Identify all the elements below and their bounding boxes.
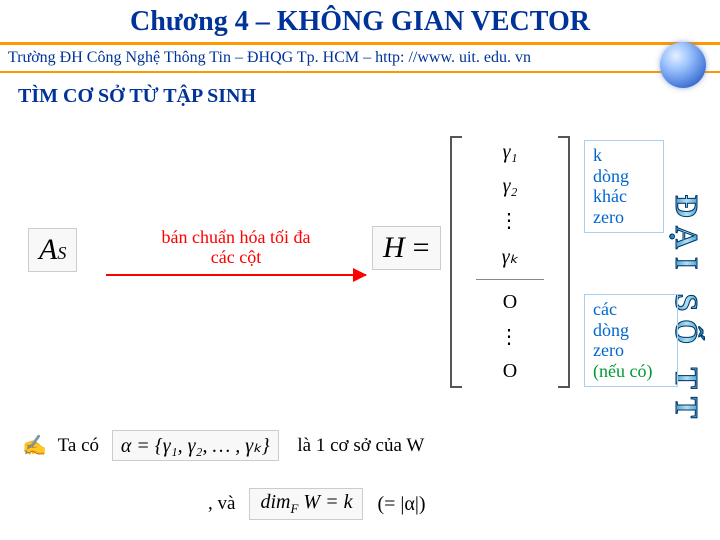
conclusion-row: ✍ Ta có α = {γ₁, γ₂, … , γₖ} là 1 cơ sở … [22, 430, 662, 461]
note-line: dòng [593, 166, 629, 186]
matrix-row: ⋮ [499, 324, 521, 349]
note-line: zero [593, 340, 624, 360]
content-area: AS bán chuẩn hóa tối đa các cột H = γ₁ γ… [8, 108, 668, 538]
as-base: A [39, 233, 57, 267]
matrix-body: γ₁ γ₂ ⋮ γₖ O ⋮ O [462, 136, 558, 388]
as-matrix-symbol: AS [28, 228, 77, 272]
note-line: khác [593, 186, 627, 206]
hand-icon: ✍ [22, 433, 47, 458]
section-heading: TÌM CƠ SỞ TỪ TẬP SINH [18, 85, 720, 108]
matrix-row: γ₁ [503, 141, 518, 164]
as-sub: S [57, 243, 66, 264]
slide-title: Chương 4 – KHÔNG GIAN VECTOR [0, 0, 720, 45]
arrow-label-line2: các cột [211, 247, 261, 267]
and-label: , và [208, 493, 235, 515]
matrix-row: γₖ [502, 244, 518, 269]
arrow-label: bán chuẩn hóa tối đa các cột [106, 228, 366, 268]
note-line: dòng [593, 320, 629, 340]
dim-expression: dimF W = k [249, 488, 363, 520]
matrix-row: O [503, 291, 517, 314]
subtitle-bar: Trường ĐH Công Nghệ Thông Tin – ĐHQG Tp.… [0, 45, 720, 73]
arrow-label-line1: bán chuẩn hóa tối đa [162, 227, 311, 247]
note-line: k [593, 145, 602, 165]
transform-arrow: bán chuẩn hóa tối đa các cột [106, 228, 366, 276]
h-matrix: γ₁ γ₂ ⋮ γₖ O ⋮ O [450, 136, 570, 388]
note-line: zero [593, 207, 624, 227]
slide-root: Chương 4 – KHÔNG GIAN VECTOR Trường ĐH C… [0, 0, 720, 540]
matrix-row: ⋮ [499, 208, 521, 233]
globe-icon [660, 42, 706, 88]
h-symbol: H [383, 231, 405, 265]
note-line: các [593, 299, 617, 319]
bracket-left-icon [450, 136, 462, 388]
basis-text: là 1 cơ sở của W [297, 435, 424, 457]
arrow-line-icon [106, 274, 366, 276]
note-line: (nếu có) [593, 361, 652, 381]
dimension-row: , và dimF W = k (= |α|) [208, 488, 426, 520]
h-equals: H = [372, 226, 441, 270]
note-zero-rows: các dòng zero (nếu có) [584, 294, 678, 387]
note-k-nonzero: k dòng khác zero [584, 140, 664, 233]
matrix-row: γ₂ [503, 175, 518, 198]
bracket-right-icon [558, 136, 570, 388]
equals-sign: = [413, 231, 430, 265]
alpha-set: α = {γ₁, γ₂, … , γₖ} [112, 430, 279, 461]
ta-co-label: Ta có [58, 435, 99, 457]
matrix-row: O [503, 360, 517, 383]
matrix-divider [476, 279, 543, 280]
eq-alpha: (= |α|) [377, 493, 425, 516]
